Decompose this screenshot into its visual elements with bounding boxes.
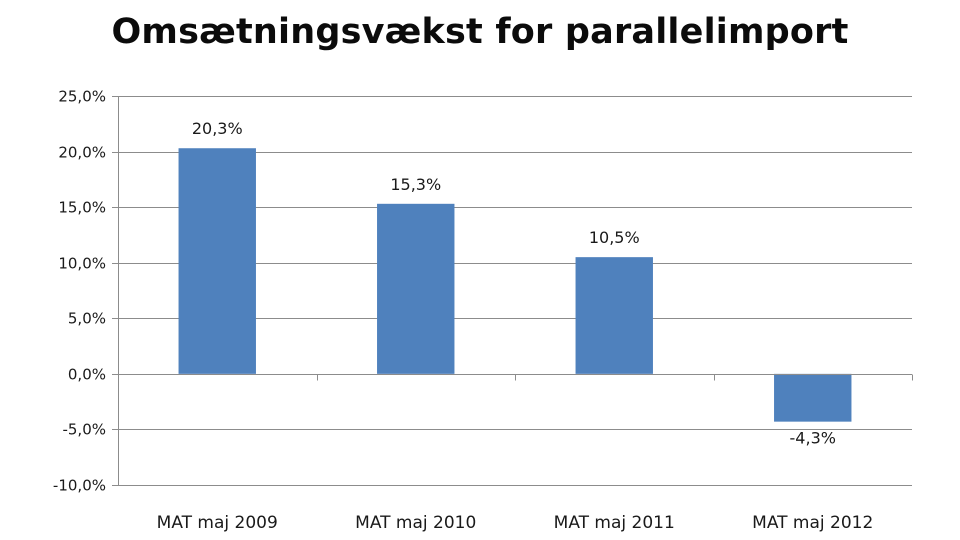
x-tick-label: MAT maj 2011	[554, 513, 675, 533]
x-tick-label: MAT maj 2009	[157, 513, 278, 533]
axes	[112, 96, 913, 486]
data-label: -4,3%	[790, 429, 836, 448]
bars	[178, 148, 852, 422]
chart-title: Omsætningsvækst for parallelimport	[111, 12, 849, 52]
y-tick-label: -5,0%	[62, 421, 106, 439]
bar	[774, 373, 852, 422]
data-label: 10,5%	[589, 228, 640, 247]
y-tick-label: 5,0%	[68, 310, 106, 328]
y-tick-label: 10,0%	[58, 255, 106, 273]
bar	[178, 148, 256, 374]
y-tick-label: -10,0%	[53, 477, 106, 495]
y-tick-label: 25,0%	[58, 88, 106, 106]
x-tick-label: MAT maj 2010	[355, 513, 476, 533]
labels: 25,0% 20,0% 15,0% 10,0% 5,0% 0,0% -5,0% -10,0% 2…	[53, 88, 873, 534]
bar	[575, 257, 653, 374]
y-tick-label: 0,0%	[68, 366, 106, 384]
y-tick-label: 20,0%	[58, 144, 106, 162]
bar	[377, 203, 455, 374]
y-tick-label: 15,0%	[58, 199, 106, 217]
data-label: 20,3%	[192, 119, 243, 138]
x-tick-label: MAT maj 2012	[752, 513, 873, 533]
data-label: 15,3%	[390, 175, 441, 194]
